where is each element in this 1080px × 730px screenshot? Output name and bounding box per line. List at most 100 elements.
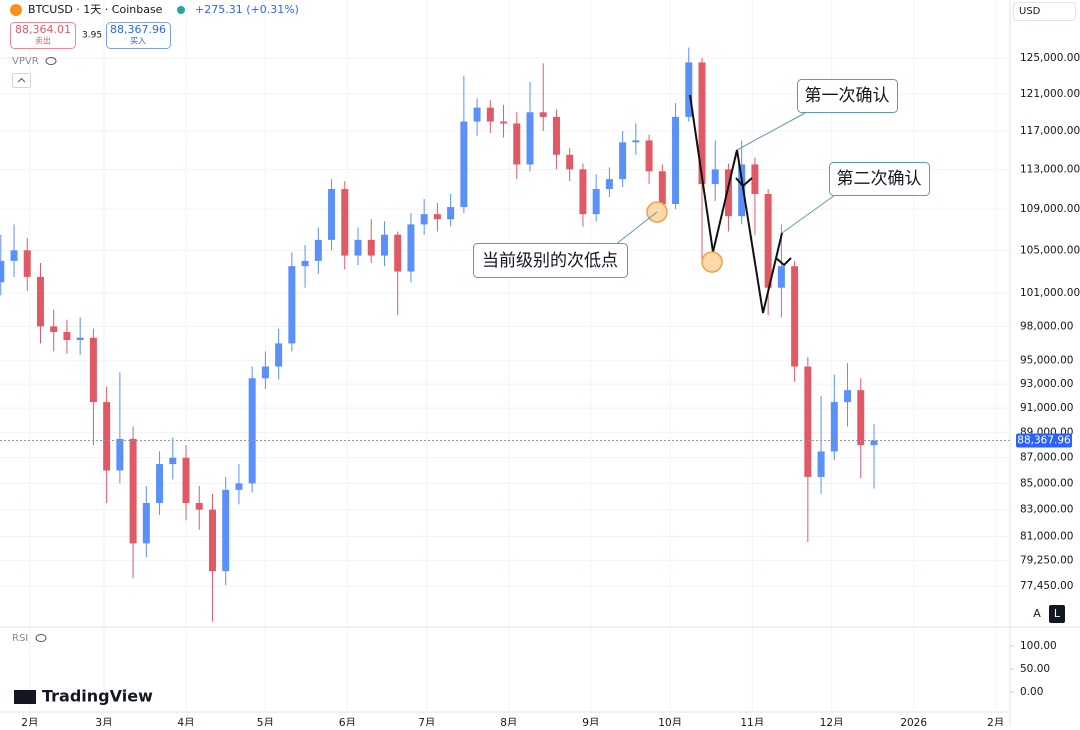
x-tick-label: 9月	[582, 717, 599, 726]
candle-body	[248, 378, 256, 484]
x-tick-label: 4月	[177, 717, 194, 726]
sell-price: 88,364.01	[15, 23, 71, 36]
candle-body	[89, 337, 97, 403]
candle-body	[579, 169, 587, 215]
candle-body	[738, 164, 746, 217]
candle-body	[328, 189, 336, 240]
candle-body	[460, 121, 468, 208]
x-tick-label: 2月	[987, 717, 1004, 726]
candle-body	[632, 140, 640, 143]
y-tick-label: 125,000.00	[1020, 52, 1080, 64]
indicator-name[interactable]: VPVR	[12, 56, 39, 67]
sell-label: 卖出	[35, 36, 51, 46]
callout-box	[473, 243, 628, 278]
x-tick-label: 6月	[339, 717, 356, 726]
candle-body	[341, 189, 349, 256]
callout-pointer	[781, 194, 836, 234]
callout-box	[797, 79, 898, 113]
candle-body	[513, 123, 521, 165]
candle-body	[447, 207, 455, 220]
candle-body	[76, 337, 84, 340]
candle-body	[50, 326, 58, 333]
x-tick-label: 2026	[900, 717, 927, 726]
candle-body	[724, 169, 732, 217]
candle-body	[235, 483, 243, 490]
rsi-tick-label: 50.00	[1020, 663, 1050, 675]
candle-body	[592, 189, 600, 215]
candle-body	[314, 239, 322, 261]
candle-body	[288, 266, 296, 344]
rsi-tick-label: 0.00	[1020, 686, 1043, 698]
price-change: +275.31 (+0.31%)	[195, 3, 299, 16]
callout-text: 第一次确认	[805, 86, 890, 106]
candle-body	[63, 332, 71, 340]
sell-button[interactable]	[10, 22, 76, 49]
candle-body	[182, 457, 190, 504]
arrow-mark	[775, 257, 792, 267]
candle-body	[605, 179, 613, 190]
x-tick-label: 12月	[820, 717, 844, 726]
x-tick-label: 3月	[95, 717, 112, 726]
y-tick-label: 95,000.00	[1020, 355, 1073, 367]
x-tick-label: 2月	[21, 717, 38, 726]
buy-button[interactable]	[106, 22, 171, 49]
candle-body	[844, 390, 852, 403]
y-tick-label: 77,450.00	[1020, 580, 1073, 592]
collapse-button[interactable]	[12, 73, 31, 88]
last-price-label: 88,367.96	[1017, 435, 1071, 447]
collapse-icon	[17, 77, 26, 83]
eye-icon[interactable]	[45, 57, 57, 65]
market-status[interactable]	[177, 6, 185, 14]
candle-body	[473, 107, 481, 122]
candle-body	[195, 503, 203, 510]
candle-body	[380, 234, 388, 256]
currency-button[interactable]	[1013, 2, 1076, 21]
currency: USD	[1019, 6, 1041, 17]
candle-body	[777, 266, 785, 288]
candle-body	[36, 276, 44, 327]
candle-body	[103, 402, 111, 471]
logo-mark	[14, 690, 36, 704]
candle-body	[129, 438, 137, 544]
spread: 3.95	[82, 31, 102, 41]
candle-body	[407, 224, 415, 272]
candle-body	[751, 164, 759, 195]
log-scale-bg[interactable]	[1049, 605, 1065, 623]
candle-body	[142, 503, 150, 544]
auto-scale-button[interactable]: A	[1033, 607, 1041, 620]
candle-body	[116, 438, 124, 471]
candle-body	[857, 390, 865, 446]
buy-label: 买入	[130, 37, 146, 46]
callout-text: 当前级别的次低点	[482, 251, 618, 271]
y-tick-label: 109,000.00	[1020, 203, 1080, 215]
y-tick-label: 91,000.00	[1020, 402, 1073, 414]
candle-body	[645, 140, 653, 172]
log-scale-button[interactable]: L	[1054, 607, 1061, 620]
candle-body	[566, 154, 574, 170]
y-tick-label: 117,000.00	[1020, 125, 1080, 137]
candle-body	[23, 250, 31, 277]
symbol-title[interactable]: BTCUSD · 1天 · Coinbase	[28, 3, 163, 16]
highlight-circle	[701, 251, 723, 273]
callout-pointer	[736, 112, 806, 151]
logo-text[interactable]: TradingView	[42, 687, 153, 706]
candle-body	[764, 194, 772, 288]
candle-body	[261, 366, 269, 379]
y-tick-label: 93,000.00	[1020, 378, 1073, 390]
candle-body	[354, 239, 362, 256]
candle-body	[619, 142, 627, 180]
candle-body	[367, 239, 375, 256]
eye-icon[interactable]	[35, 634, 47, 642]
rsi-title[interactable]: RSI	[12, 633, 28, 644]
buy-price: 88,367.96	[110, 23, 166, 36]
candle-body	[394, 234, 402, 272]
candle-body	[539, 112, 547, 117]
candle-body	[870, 440, 878, 446]
y-tick-label: 105,000.00	[1020, 244, 1080, 256]
candle-body	[658, 171, 666, 205]
candle-body	[156, 464, 164, 504]
x-tick-label: 10月	[658, 717, 682, 726]
candle-body	[526, 112, 534, 165]
x-tick-label: 5月	[257, 717, 274, 726]
candle-body	[672, 116, 680, 205]
